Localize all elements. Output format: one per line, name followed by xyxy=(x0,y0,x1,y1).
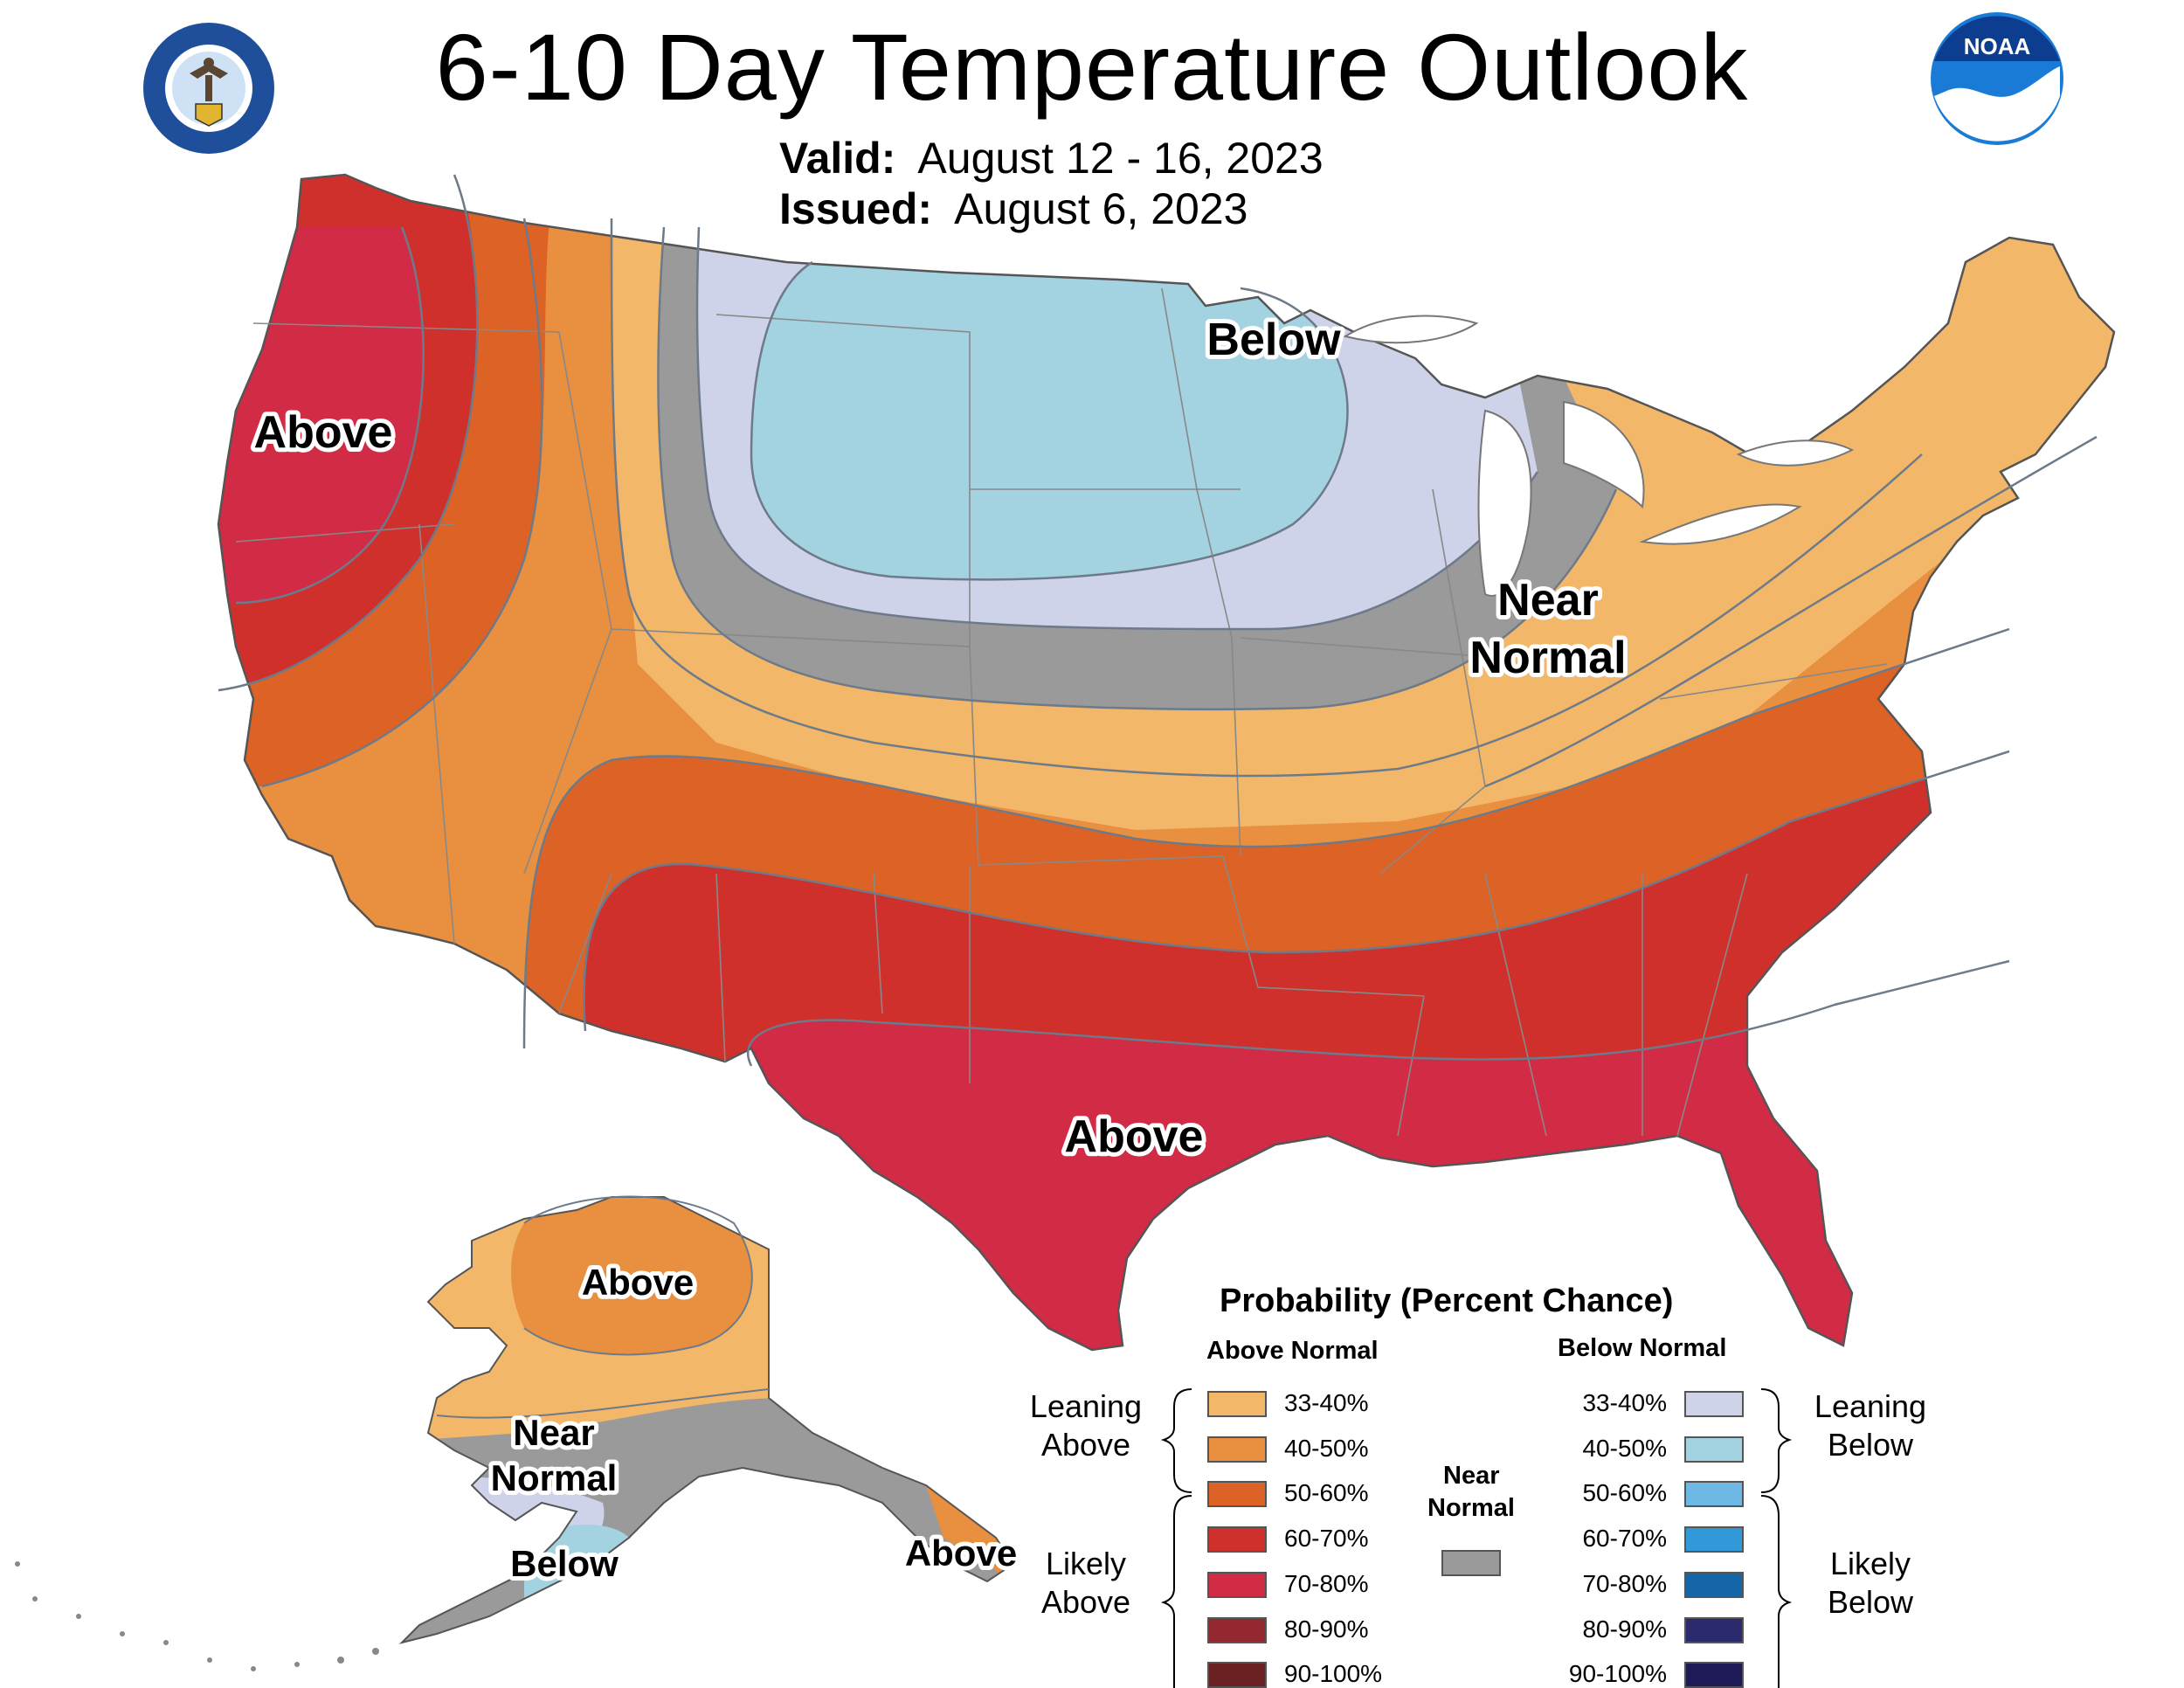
issued-date: Issued: August 6, 2023 xyxy=(779,183,1248,234)
leaning-below-line1: Leaning xyxy=(1814,1388,1927,1424)
legend-below-label: 50-60% xyxy=(1582,1479,1667,1507)
legend-leaning-below: Leaning Below xyxy=(1798,1387,1943,1464)
label-ak-above: Above xyxy=(582,1262,694,1303)
leaning-above-line1: Leaning xyxy=(1029,1388,1143,1424)
legend-title: Probability (Percent Chance) xyxy=(1220,1283,1674,1319)
legend-below-label: 70-80% xyxy=(1582,1569,1667,1597)
legend-below-label: 33-40% xyxy=(1582,1389,1667,1416)
legend-above-header: Above Normal xyxy=(1206,1337,1379,1365)
legend-below-label: 90-100% xyxy=(1568,1660,1667,1688)
label-ak-near-line1: Near xyxy=(513,1412,594,1453)
legend-near-header-line1: Near xyxy=(1443,1462,1500,1490)
brace-leaning-above xyxy=(1160,1388,1192,1493)
legend-above-label: 90-100% xyxy=(1284,1660,1383,1688)
label-near-normal-line2: Normal xyxy=(1469,633,1626,683)
label-near-normal-line1: Near xyxy=(1497,575,1599,626)
brace-leaning-below xyxy=(1760,1388,1793,1493)
issued-value: August 6, 2023 xyxy=(954,184,1248,233)
legend-below-label: 40-50% xyxy=(1582,1434,1667,1462)
legend-below-label: 80-90% xyxy=(1582,1615,1667,1643)
label-ak-se-above: Above xyxy=(905,1532,1017,1574)
noaa-logo-text: NOAA xyxy=(1964,33,2031,59)
valid-value: August 12 - 16, 2023 xyxy=(917,134,1324,183)
brace-likely-above xyxy=(1160,1495,1192,1688)
legend-above-label: 33-40% xyxy=(1284,1389,1369,1416)
legend-near-swatch xyxy=(1441,1550,1501,1576)
aleutian-islands xyxy=(15,1561,379,1671)
likely-above-line2: Above xyxy=(1040,1584,1131,1620)
legend-above-swatch xyxy=(1207,1435,1267,1463)
likely-above-line1: Likely xyxy=(1045,1546,1127,1581)
legend-leaning-above: Leaning Above xyxy=(1013,1387,1158,1464)
noaa-logo: NOAA xyxy=(1931,12,2063,145)
legend-above-swatch xyxy=(1207,1662,1267,1688)
brace-likely-below xyxy=(1760,1495,1793,1688)
legend-above-label: 50-60% xyxy=(1284,1479,1369,1507)
alaska-outline xyxy=(398,1195,1015,1644)
legend-above-swatch xyxy=(1207,1526,1267,1553)
contour-lines xyxy=(218,174,2098,1067)
legend-below-swatch xyxy=(1684,1571,1744,1598)
likely-below-line1: Likely xyxy=(1829,1546,1911,1581)
legend-below-swatch xyxy=(1684,1481,1744,1508)
legend-above-swatch xyxy=(1207,1571,1267,1598)
legend-near-header-line2: Normal xyxy=(1427,1494,1515,1522)
leaning-above-line2: Above xyxy=(1040,1427,1131,1463)
valid-label: Valid: xyxy=(779,134,896,183)
label-north-below: Below xyxy=(1206,315,1341,365)
label-south-above: Above xyxy=(1065,1111,1204,1162)
legend-above-swatch xyxy=(1207,1391,1267,1417)
legend-likely-above: Likely Above xyxy=(1013,1545,1158,1622)
legend-above-label: 40-50% xyxy=(1284,1434,1369,1462)
leaning-below-line2: Below xyxy=(1827,1427,1914,1463)
legend-below-swatch xyxy=(1684,1526,1744,1553)
legend-below-swatch xyxy=(1684,1662,1744,1688)
legend-above-label: 80-90% xyxy=(1284,1615,1369,1643)
department-of-commerce-seal xyxy=(143,23,274,154)
label-west-above: Above xyxy=(254,407,393,458)
label-ak-below: Below xyxy=(510,1543,619,1584)
legend-below-swatch xyxy=(1684,1391,1744,1417)
legend-above-swatch xyxy=(1207,1481,1267,1508)
legend-above-label: 60-70% xyxy=(1284,1525,1369,1553)
legend-likely-below: Likely Below xyxy=(1798,1545,1943,1622)
page-title: 6-10 Day Temperature Outlook xyxy=(435,14,1749,120)
issued-label: Issued: xyxy=(779,184,933,233)
legend-below-swatch xyxy=(1684,1616,1744,1643)
likely-below-line2: Below xyxy=(1827,1584,1914,1620)
legend-below-label: 60-70% xyxy=(1582,1525,1667,1553)
legend-above-swatch xyxy=(1207,1616,1267,1643)
valid-dates: Valid: August 12 - 16, 2023 xyxy=(779,133,1324,183)
legend-above-label: 70-80% xyxy=(1284,1569,1369,1597)
region-labels: Above Below Near Normal Above Above Near… xyxy=(250,310,1631,1588)
legend-below-header: Below Normal xyxy=(1558,1334,1727,1362)
legend-below-swatch xyxy=(1684,1435,1744,1463)
great-lakes xyxy=(1343,315,1855,597)
label-ak-near-line2: Normal xyxy=(491,1457,618,1498)
